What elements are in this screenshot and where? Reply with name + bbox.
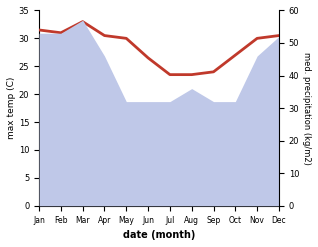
Y-axis label: max temp (C): max temp (C) [7,77,16,139]
Y-axis label: med. precipitation (kg/m2): med. precipitation (kg/m2) [302,52,311,165]
X-axis label: date (month): date (month) [123,230,195,240]
